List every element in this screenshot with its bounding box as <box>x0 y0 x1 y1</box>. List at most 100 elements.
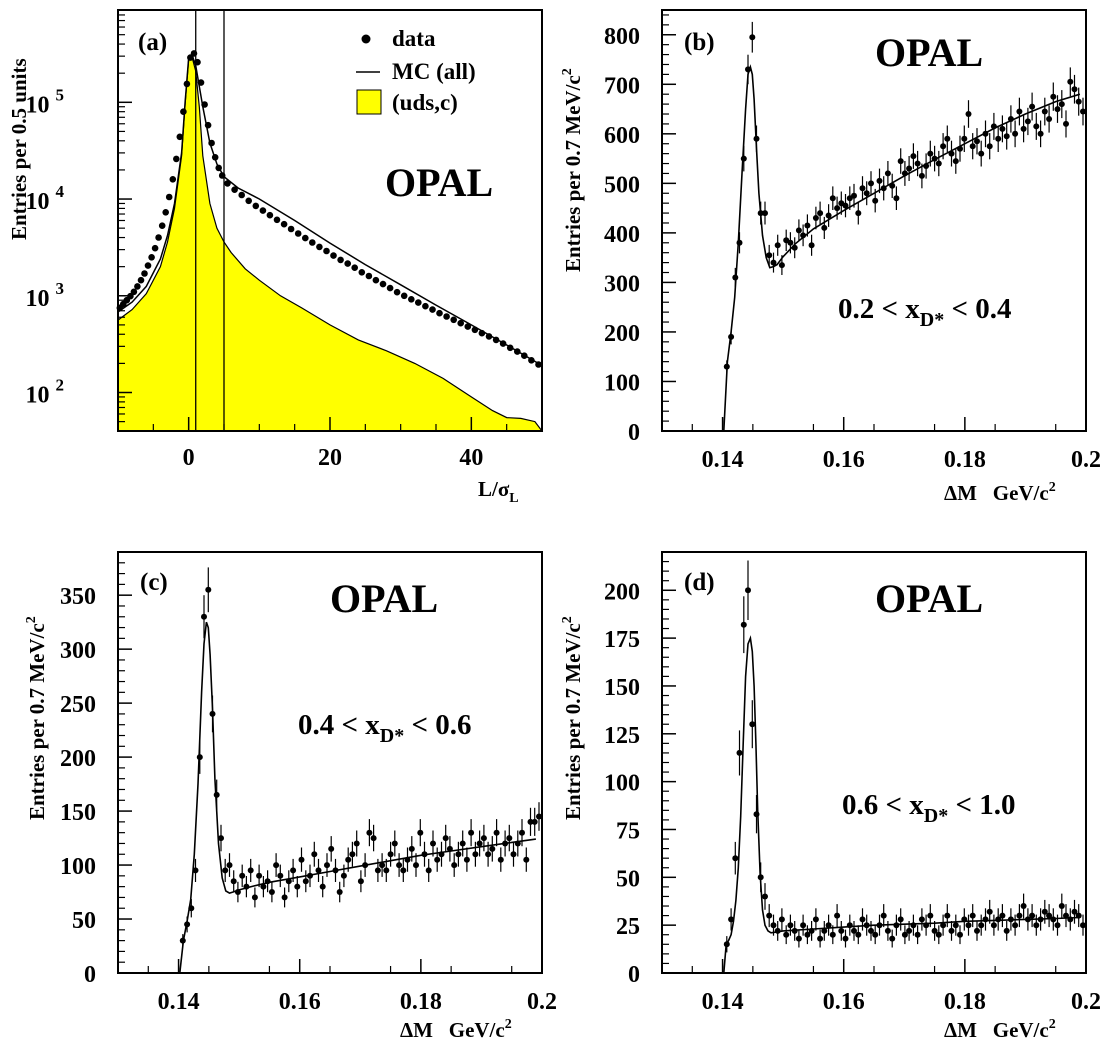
y-tick-label: 50 <box>72 908 96 934</box>
data-point <box>1067 78 1074 85</box>
y-tick-label: 200 <box>604 579 640 605</box>
data-point <box>148 253 155 261</box>
xd-range-d-pre: 0.6 < x <box>842 789 924 821</box>
data-point <box>256 872 263 879</box>
legend-a: data MC (all) (uds,c) <box>356 26 476 115</box>
data-point <box>497 856 504 863</box>
data-point <box>277 872 284 879</box>
y-tick-label: 0 <box>628 962 640 988</box>
data-point <box>1071 908 1078 915</box>
y-tick-label: 10 3 <box>26 279 65 312</box>
data-point <box>1058 903 1065 909</box>
data-point <box>521 352 528 360</box>
data-point <box>880 185 887 192</box>
data-point <box>285 878 292 885</box>
data-point <box>787 922 794 929</box>
data-point <box>337 256 344 264</box>
data-point <box>134 283 141 290</box>
data-point <box>358 269 366 276</box>
data-point <box>868 927 874 934</box>
data-point <box>732 855 739 862</box>
data-point <box>298 856 305 863</box>
data-point <box>230 878 237 885</box>
data-point <box>1067 916 1074 923</box>
data-point <box>443 313 450 320</box>
data-point <box>345 856 352 863</box>
data-point <box>408 845 415 852</box>
data-point <box>309 239 316 246</box>
opal-label-d: OPAL <box>875 576 983 621</box>
data-point <box>536 813 542 820</box>
data-point <box>762 210 768 217</box>
data-point <box>889 182 896 189</box>
data-point <box>923 922 930 929</box>
panel-label-d: (d) <box>684 569 715 596</box>
data-point <box>234 889 241 895</box>
data-point <box>273 862 280 869</box>
legend-mc-label: MC (all) <box>392 59 476 84</box>
fit-line-layer-b <box>723 64 1081 432</box>
data-point <box>800 232 807 239</box>
data-point <box>464 323 472 330</box>
data-point <box>800 922 807 929</box>
data-point <box>1020 903 1027 909</box>
data-point <box>357 878 364 885</box>
data-point <box>502 840 509 847</box>
y-tick-label: 10 5 <box>26 85 65 118</box>
y-tick-label: 250 <box>60 692 96 718</box>
data-point <box>259 207 267 214</box>
x-tick-label: 40 <box>459 445 483 471</box>
data-point <box>1058 101 1065 108</box>
y-tick-label: 500 <box>604 172 640 198</box>
data-point <box>370 835 377 842</box>
x-tick-label: 0.2 <box>1071 989 1101 1015</box>
data-point <box>302 234 309 242</box>
y-tick-label: 100 <box>604 370 640 396</box>
data-point <box>804 931 811 938</box>
data-point <box>965 111 972 117</box>
data-point <box>137 276 145 284</box>
data-point <box>316 243 323 251</box>
data-point <box>1054 922 1061 929</box>
data-point <box>1016 108 1023 115</box>
data-point <box>332 867 339 874</box>
data-point <box>995 135 1002 142</box>
data-point <box>961 135 968 142</box>
x-axis-title-d-sup: 2 <box>1049 1017 1056 1032</box>
data-point <box>280 220 288 228</box>
data-point <box>459 840 466 847</box>
data-point <box>834 912 841 919</box>
data-point <box>351 264 359 272</box>
data-point <box>842 202 849 209</box>
fit-line-layer-c <box>179 621 537 974</box>
x-axis-title-b-sup: 2 <box>1049 480 1056 495</box>
y-tick-label: 100 <box>60 854 96 880</box>
data-point <box>893 922 900 929</box>
y-tick-label: 25 <box>616 914 640 940</box>
data-point <box>463 856 470 863</box>
data-point <box>188 905 195 912</box>
data-point <box>226 862 233 869</box>
data-point <box>294 883 301 890</box>
y-axis-title-c-main: Entries per 0.7 MeV/c <box>25 623 49 820</box>
data-point <box>290 867 297 874</box>
data-point <box>183 80 191 88</box>
panel-d: 0.14 0.16 0.18 0.2 0 25 50 75 100 125 150 175 200 (d… <box>560 551 1101 1042</box>
data-point <box>770 922 777 929</box>
axes-c: 0.14 0.16 0.18 0.2 0 50 100 150 200 250 300 350 <box>60 562 557 1015</box>
data-point <box>393 288 401 296</box>
data-point <box>753 135 760 142</box>
legend-uds-label: (uds,c) <box>392 90 458 115</box>
data-point <box>330 252 337 259</box>
data-point <box>795 227 802 234</box>
data-point <box>180 108 187 115</box>
data-point <box>872 931 879 938</box>
y-tick-label: 100 <box>604 771 640 797</box>
data-point <box>251 894 258 901</box>
opal-label-a: OPAL <box>385 160 493 205</box>
y-axis-title-a: Entries per 0.5 units <box>7 58 31 240</box>
data-point <box>1046 116 1053 122</box>
data-point <box>736 749 743 756</box>
x-tick-label: 0 <box>183 445 195 471</box>
y-tick-label: 10 2 <box>26 376 65 409</box>
